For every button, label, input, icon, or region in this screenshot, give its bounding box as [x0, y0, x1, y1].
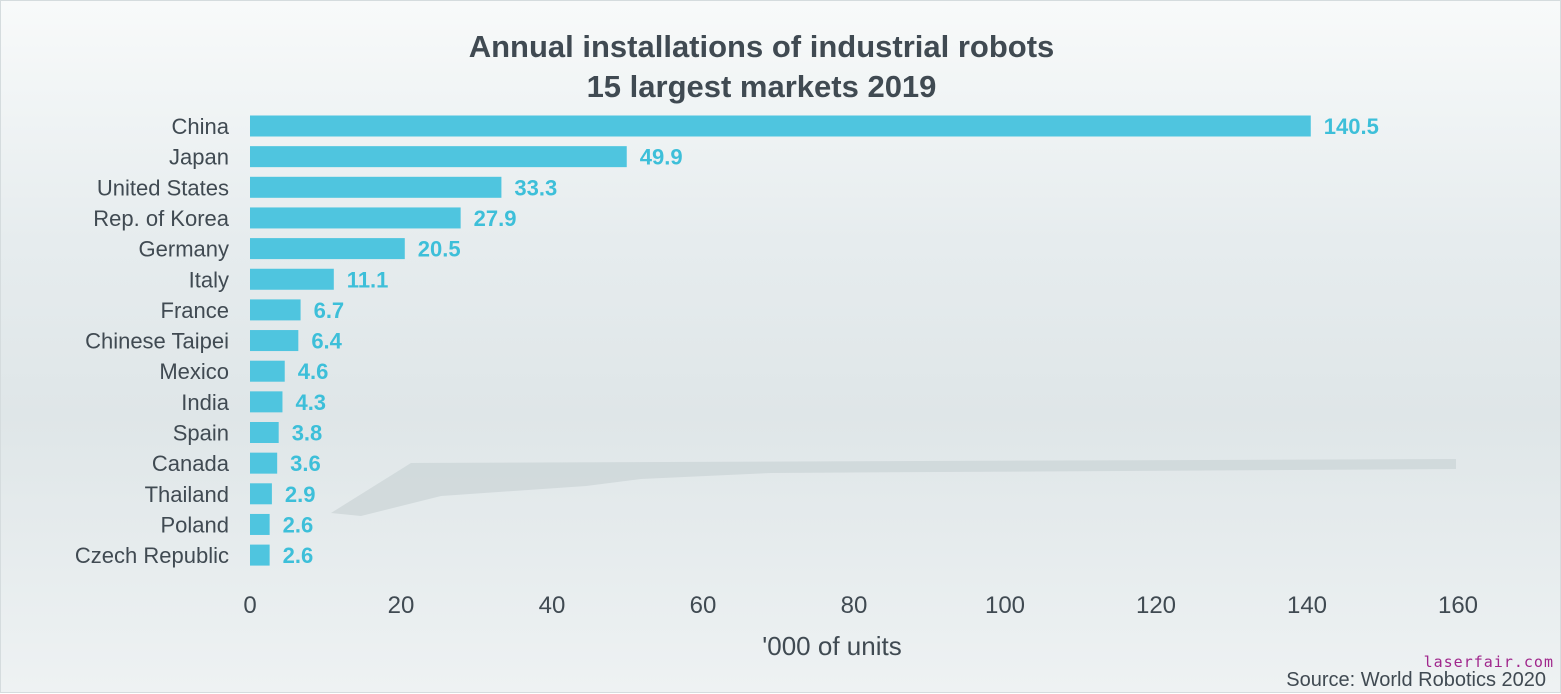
- watermark: laserfair.com: [1423, 653, 1554, 671]
- category-label-chinese-taipei: Chinese Taipei: [85, 329, 229, 354]
- value-label-china: 140.5: [1324, 114, 1379, 139]
- bar-canada: [250, 452, 278, 474]
- chart-subtitle: 15 largest markets 2019: [586, 69, 937, 104]
- category-label-france: France: [161, 298, 229, 323]
- category-label-germany: Germany: [139, 237, 229, 262]
- chart-title: Annual installations of industrial robot…: [468, 29, 1055, 64]
- bar-france: [250, 299, 301, 321]
- x-tick-label-140: 140: [1287, 592, 1327, 619]
- value-label-germany: 20.5: [418, 237, 461, 262]
- category-labels: China Japan United States Rep. of Korea Germ…: [75, 114, 230, 568]
- bar-germany: [250, 238, 405, 260]
- bar-czech-republic: [250, 544, 270, 566]
- bar-poland: [250, 513, 270, 535]
- bar-china: [250, 115, 1311, 137]
- source-note: Source: World Robotics 2020: [1286, 669, 1546, 691]
- bars-group: [250, 115, 1311, 566]
- value-label-thailand: 2.9: [285, 482, 316, 507]
- value-label-japan: 49.9: [640, 145, 683, 170]
- bar-spain: [250, 422, 279, 443]
- value-label-czech-republic: 2.6: [283, 543, 314, 568]
- x-tick-label-120: 120: [1136, 592, 1176, 619]
- x-tick-label-80: 80: [841, 592, 868, 619]
- category-label-italy: Italy: [189, 267, 229, 292]
- value-labels: 140.5 49.9 33.3 27.9 20.5 11.16.7 6.4 4.6 4.3 3.8…: [283, 114, 1379, 568]
- bar-italy: [250, 268, 334, 290]
- x-tick-labels: 0 20 40 60 80 100 120 140 160: [243, 592, 1478, 619]
- bar-rep-of-korea: [250, 207, 461, 229]
- x-tick-label-20: 20: [388, 592, 415, 619]
- x-tick-label-40: 40: [539, 592, 566, 619]
- category-label-rep-of-korea: Rep. of Korea: [93, 206, 230, 231]
- x-axis-label: '000 of units: [762, 631, 901, 661]
- value-label-rep-of-korea: 27.9: [474, 206, 517, 231]
- value-label-chinese-taipei: 6.4: [311, 329, 342, 354]
- category-label-canada: Canada: [152, 451, 230, 476]
- x-tick-label-60: 60: [690, 592, 717, 619]
- category-label-india: India: [181, 390, 229, 415]
- value-label-mexico: 4.6: [298, 359, 329, 384]
- value-label-poland: 2.6: [283, 512, 314, 537]
- value-label-italy: 11.1: [347, 267, 389, 292]
- value-label-france: 6.7: [314, 298, 345, 323]
- category-label-thailand: Thailand: [145, 482, 229, 507]
- value-label-canada: 3.6: [290, 451, 321, 476]
- category-label-japan: Japan: [169, 145, 229, 170]
- x-tick-label-0: 0: [243, 592, 256, 619]
- bar-chinese-taipei: [250, 330, 299, 352]
- category-label-spain: Spain: [173, 421, 229, 446]
- category-label-china: China: [172, 114, 230, 139]
- category-label-united-states: United States: [97, 175, 229, 200]
- x-tick-label-100: 100: [985, 592, 1025, 619]
- bar-japan: [250, 146, 627, 168]
- bar-thailand: [250, 483, 272, 505]
- category-label-czech-republic: Czech Republic: [75, 543, 229, 568]
- value-label-united-states: 33.3: [514, 175, 557, 200]
- category-label-mexico: Mexico: [159, 359, 229, 384]
- value-label-spain: 3.8: [292, 421, 323, 446]
- background-silhouette: [331, 459, 1456, 516]
- value-label-india: 4.3: [295, 390, 326, 415]
- x-tick-label-160: 160: [1438, 592, 1478, 619]
- category-label-poland: Poland: [160, 512, 229, 537]
- bar-united-states: [250, 176, 502, 198]
- bar-mexico: [250, 360, 285, 382]
- bar-india: [250, 391, 283, 413]
